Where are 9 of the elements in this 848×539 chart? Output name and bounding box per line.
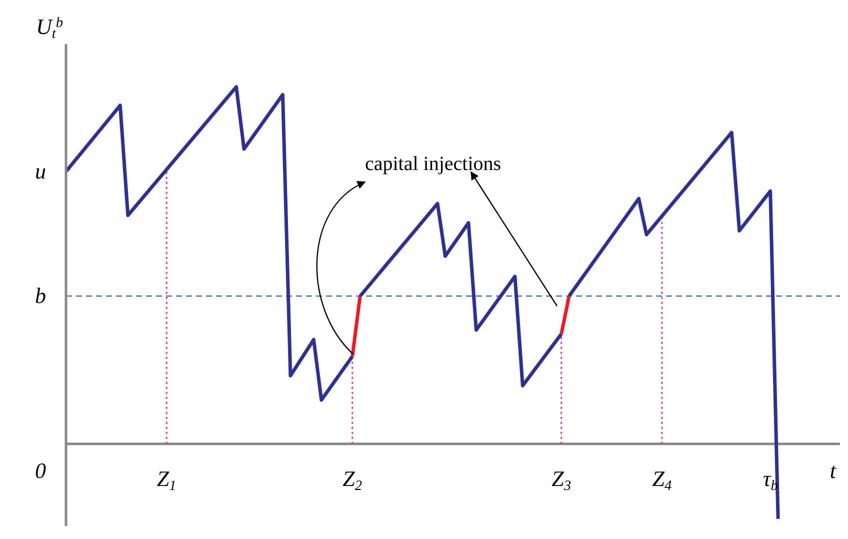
x-tick-label: Z$_{1}$: [156, 466, 176, 494]
text: 0: [35, 458, 46, 483]
ref-line-label: b: [35, 283, 46, 308]
x-tick-label: Z$_{2}$: [342, 466, 362, 494]
x-tick-label: Z$_{3}$: [552, 466, 572, 494]
x-axis-title: t: [830, 458, 837, 483]
annotation: capital injections: [365, 153, 502, 175]
x-tick-label: Z$_{4}$: [652, 466, 672, 494]
text: u: [35, 158, 46, 184]
